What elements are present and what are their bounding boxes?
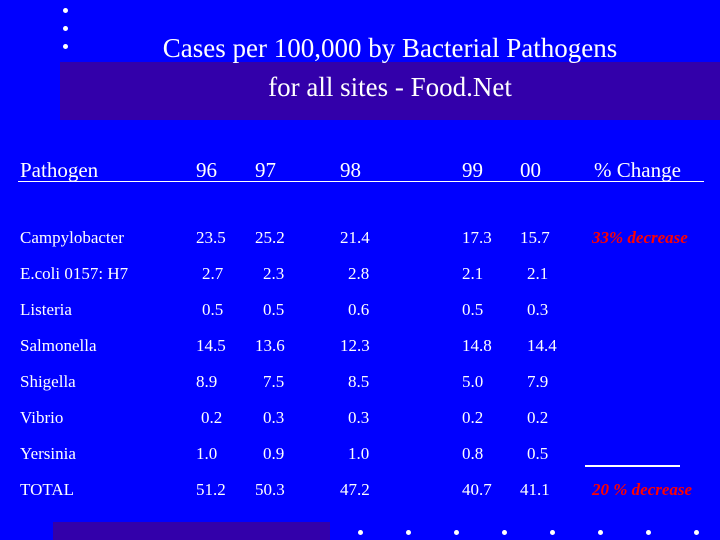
pathogen-name: Yersinia — [20, 444, 76, 463]
rate-value: 21.4 — [340, 228, 370, 247]
column-header: Pathogen — [20, 158, 99, 182]
bullet-dot — [406, 530, 411, 535]
pathogen-name: Vibrio — [20, 408, 64, 427]
rate-value: 8.5 — [348, 372, 370, 391]
rate-value: 1.0 — [196, 444, 218, 463]
column-header: % Change — [594, 158, 681, 182]
rate-value: 0.6 — [348, 300, 370, 319]
rate-value: 0.5 — [527, 444, 549, 463]
pathogen-name: Shigella — [20, 372, 76, 391]
rate-value: 0.2 — [201, 408, 223, 427]
rate-value: 0.5 — [462, 300, 484, 319]
bullet-dot — [550, 530, 555, 535]
rate-value: 40.7 — [462, 480, 492, 499]
rate-value: 7.9 — [527, 372, 549, 391]
rate-value: 17.3 — [462, 228, 492, 247]
rate-value: 2.7 — [202, 264, 224, 283]
rate-value: 25.2 — [255, 228, 285, 247]
rate-value: 8.9 — [196, 372, 218, 391]
rate-value: 5.0 — [462, 372, 484, 391]
rate-value: 14.8 — [462, 336, 492, 355]
rate-value: 0.9 — [263, 444, 285, 463]
header-underline — [18, 181, 704, 182]
column-header: 00 — [520, 158, 541, 182]
rate-value: 13.6 — [255, 336, 285, 355]
rate-value: 0.3 — [348, 408, 370, 427]
rate-value: 47.2 — [340, 480, 370, 499]
bottom-accent-bar — [53, 522, 330, 540]
rate-value: 0.2 — [462, 408, 484, 427]
bullet-dot — [63, 26, 68, 31]
column-header: 99 — [462, 158, 483, 182]
rate-value: 0.5 — [263, 300, 285, 319]
percent-change: 33% decrease — [592, 228, 688, 247]
rate-value: 0.8 — [462, 444, 484, 463]
rate-value: 50.3 — [255, 480, 285, 499]
bullet-dot — [502, 530, 507, 535]
rate-value: 7.5 — [263, 372, 285, 391]
column-header: 96 — [196, 158, 217, 182]
bullet-dot — [63, 8, 68, 13]
rate-value: 2.3 — [263, 264, 285, 283]
bullet-dot — [358, 530, 363, 535]
bullet-dot — [694, 530, 699, 535]
column-header: 98 — [340, 158, 361, 182]
rate-value: 12.3 — [340, 336, 370, 355]
rate-value: 0.2 — [527, 408, 549, 427]
percent-change: 20 % decrease — [592, 480, 693, 499]
pathogen-name: TOTAL — [20, 480, 75, 499]
slide-title: Cases per 100,000 by Bacterial Pathogens — [162, 33, 618, 63]
rate-value: 1.0 — [348, 444, 370, 463]
rate-value: 2.1 — [462, 264, 484, 283]
total-rule — [585, 465, 680, 467]
bullet-dot — [598, 530, 603, 535]
rate-value: 41.1 — [520, 480, 550, 499]
slide-subtitle: for all sites - Food.Net — [268, 72, 512, 102]
rate-value: 2.1 — [527, 264, 549, 283]
bullet-dot — [454, 530, 459, 535]
rate-value: 14.4 — [527, 336, 557, 355]
pathogen-name: Listeria — [20, 300, 72, 319]
rate-value: 15.7 — [520, 228, 550, 247]
bullet-dot — [646, 530, 651, 535]
pathogen-name: E.coli 0157: H7 — [20, 264, 129, 283]
bullet-dot — [63, 44, 68, 49]
rate-value: 23.5 — [196, 228, 226, 247]
rate-value: 2.8 — [348, 264, 370, 283]
rate-value: 0.5 — [202, 300, 224, 319]
rate-value: 14.5 — [196, 336, 226, 355]
title-accent-bar — [60, 62, 720, 120]
pathogen-name: Campylobacter — [20, 228, 124, 247]
pathogen-name: Salmonella — [20, 336, 97, 355]
rate-value: 0.3 — [527, 300, 549, 319]
column-header: 97 — [255, 158, 276, 182]
rate-value: 51.2 — [196, 480, 226, 499]
rate-value: 0.3 — [263, 408, 285, 427]
